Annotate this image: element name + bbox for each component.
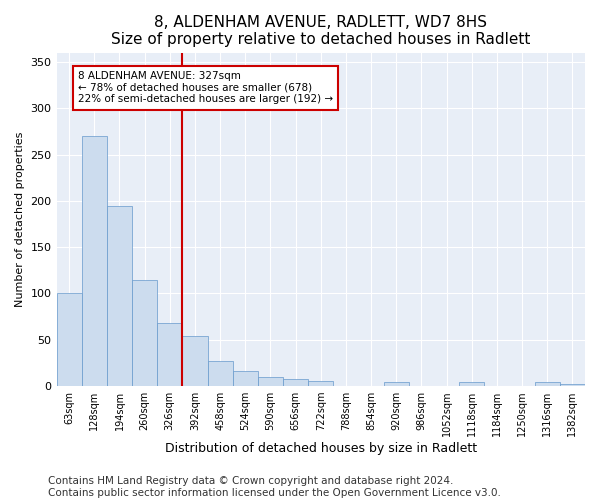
- Bar: [459, 382, 484, 386]
- Bar: [258, 377, 283, 386]
- Bar: [560, 384, 585, 386]
- Bar: [157, 323, 182, 386]
- X-axis label: Distribution of detached houses by size in Radlett: Distribution of detached houses by size …: [165, 442, 477, 455]
- Text: 8 ALDENHAM AVENUE: 327sqm
← 78% of detached houses are smaller (678)
22% of semi: 8 ALDENHAM AVENUE: 327sqm ← 78% of detac…: [78, 72, 333, 104]
- Bar: [82, 136, 107, 386]
- Title: 8, ALDENHAM AVENUE, RADLETT, WD7 8HS
Size of property relative to detached house: 8, ALDENHAM AVENUE, RADLETT, WD7 8HS Siz…: [111, 15, 530, 48]
- Bar: [56, 294, 82, 386]
- Bar: [233, 372, 258, 386]
- Text: Contains HM Land Registry data © Crown copyright and database right 2024.
Contai: Contains HM Land Registry data © Crown c…: [48, 476, 501, 498]
- Bar: [182, 336, 208, 386]
- Y-axis label: Number of detached properties: Number of detached properties: [15, 132, 25, 307]
- Bar: [132, 280, 157, 386]
- Bar: [107, 206, 132, 386]
- Bar: [535, 382, 560, 386]
- Bar: [308, 382, 334, 386]
- Bar: [383, 382, 409, 386]
- Bar: [283, 378, 308, 386]
- Bar: [208, 361, 233, 386]
